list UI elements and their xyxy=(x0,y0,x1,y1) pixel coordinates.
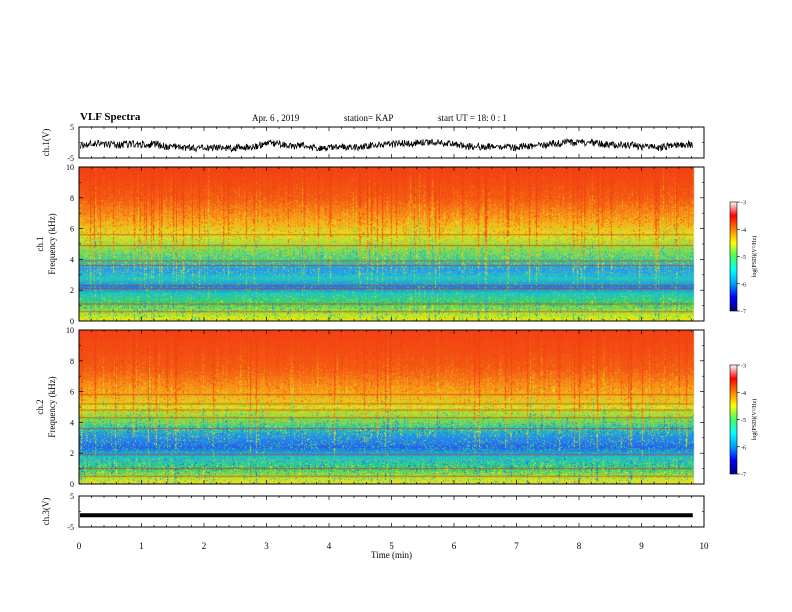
colorbar-tick-label: -6 xyxy=(741,282,746,288)
y-tick-label: -5 xyxy=(67,154,74,163)
ch3-ylabel: ch.3(V) xyxy=(41,498,51,526)
start-time-label: start UT = 18: 0 : 1 xyxy=(438,113,507,123)
ch1-ylabel: Frequency (kHz) xyxy=(47,213,57,274)
x-tick-label: 7 xyxy=(514,541,519,551)
x-tick-label: 1 xyxy=(139,541,144,551)
ch1-channel-label: ch.1 xyxy=(35,236,45,251)
ch2-ylabel: Frequency (kHz) xyxy=(47,376,57,437)
y-tick-label: 5 xyxy=(70,492,74,501)
y-tick-label: 10 xyxy=(66,163,74,172)
y-tick-label: 0 xyxy=(70,317,74,326)
ch2-spectrogram-image xyxy=(79,330,704,484)
x-tick-label: 6 xyxy=(452,541,457,551)
y-tick-label: 10 xyxy=(66,326,74,335)
ch1-colorbar xyxy=(729,201,738,312)
station-label: station= KAP xyxy=(344,113,394,123)
colorbar-tick-label: -3 xyxy=(741,201,746,207)
ch1-colorbar-label: log(PSD)(V²/Hz) xyxy=(751,236,758,277)
ch1-spectrogram-image xyxy=(79,167,704,321)
y-tick-label: 5 xyxy=(70,123,74,132)
y-tick-label: 0 xyxy=(70,480,74,489)
y-tick-label: 2 xyxy=(70,286,74,295)
x-tick-label: 2 xyxy=(202,541,207,551)
ch1-trace xyxy=(79,138,693,153)
colorbar-tick-label: -7 xyxy=(741,473,746,479)
colorbar-tick-label: -4 xyxy=(741,391,746,397)
x-tick-label: 0 xyxy=(77,541,82,551)
ch3-frame xyxy=(78,495,705,528)
x-tick-label: 10 xyxy=(700,541,710,551)
x-tick-label: 8 xyxy=(577,541,582,551)
y-tick-label: 8 xyxy=(70,194,74,203)
y-tick-label: 6 xyxy=(70,388,74,397)
x-tick-label: 3 xyxy=(264,541,269,551)
y-tick-label: 8 xyxy=(70,357,74,366)
y-tick-label: 4 xyxy=(70,255,74,264)
y-tick-label: 4 xyxy=(70,418,74,427)
date-label: Apr. 6 , 2019 xyxy=(252,113,300,123)
y-tick-label: 6 xyxy=(70,225,74,234)
colorbar-tick-label: -4 xyxy=(741,228,746,234)
chart-title: VLF Spectra xyxy=(80,111,141,123)
x-tick-label: 4 xyxy=(327,541,332,551)
x-tick-label: 9 xyxy=(639,541,644,551)
ch1-ylabel: ch.1(V) xyxy=(41,129,51,157)
ch2-colorbar-label: log(PSD)(V²/Hz) xyxy=(751,399,758,440)
y-tick-label: -5 xyxy=(67,523,74,532)
colorbar-tick-label: -5 xyxy=(741,418,746,424)
colorbar-tick-label: -6 xyxy=(741,445,746,451)
ch2-colorbar xyxy=(729,364,738,475)
colorbar-tick-label: -7 xyxy=(741,310,746,316)
colorbar-tick-label: -5 xyxy=(741,255,746,261)
colorbar-tick-label: -3 xyxy=(741,364,746,370)
x-tick-label: 5 xyxy=(389,541,394,551)
ch2-channel-label: ch.2 xyxy=(35,399,45,414)
x-axis-label: Time (min) xyxy=(371,550,412,560)
y-tick-label: 2 xyxy=(70,449,74,458)
